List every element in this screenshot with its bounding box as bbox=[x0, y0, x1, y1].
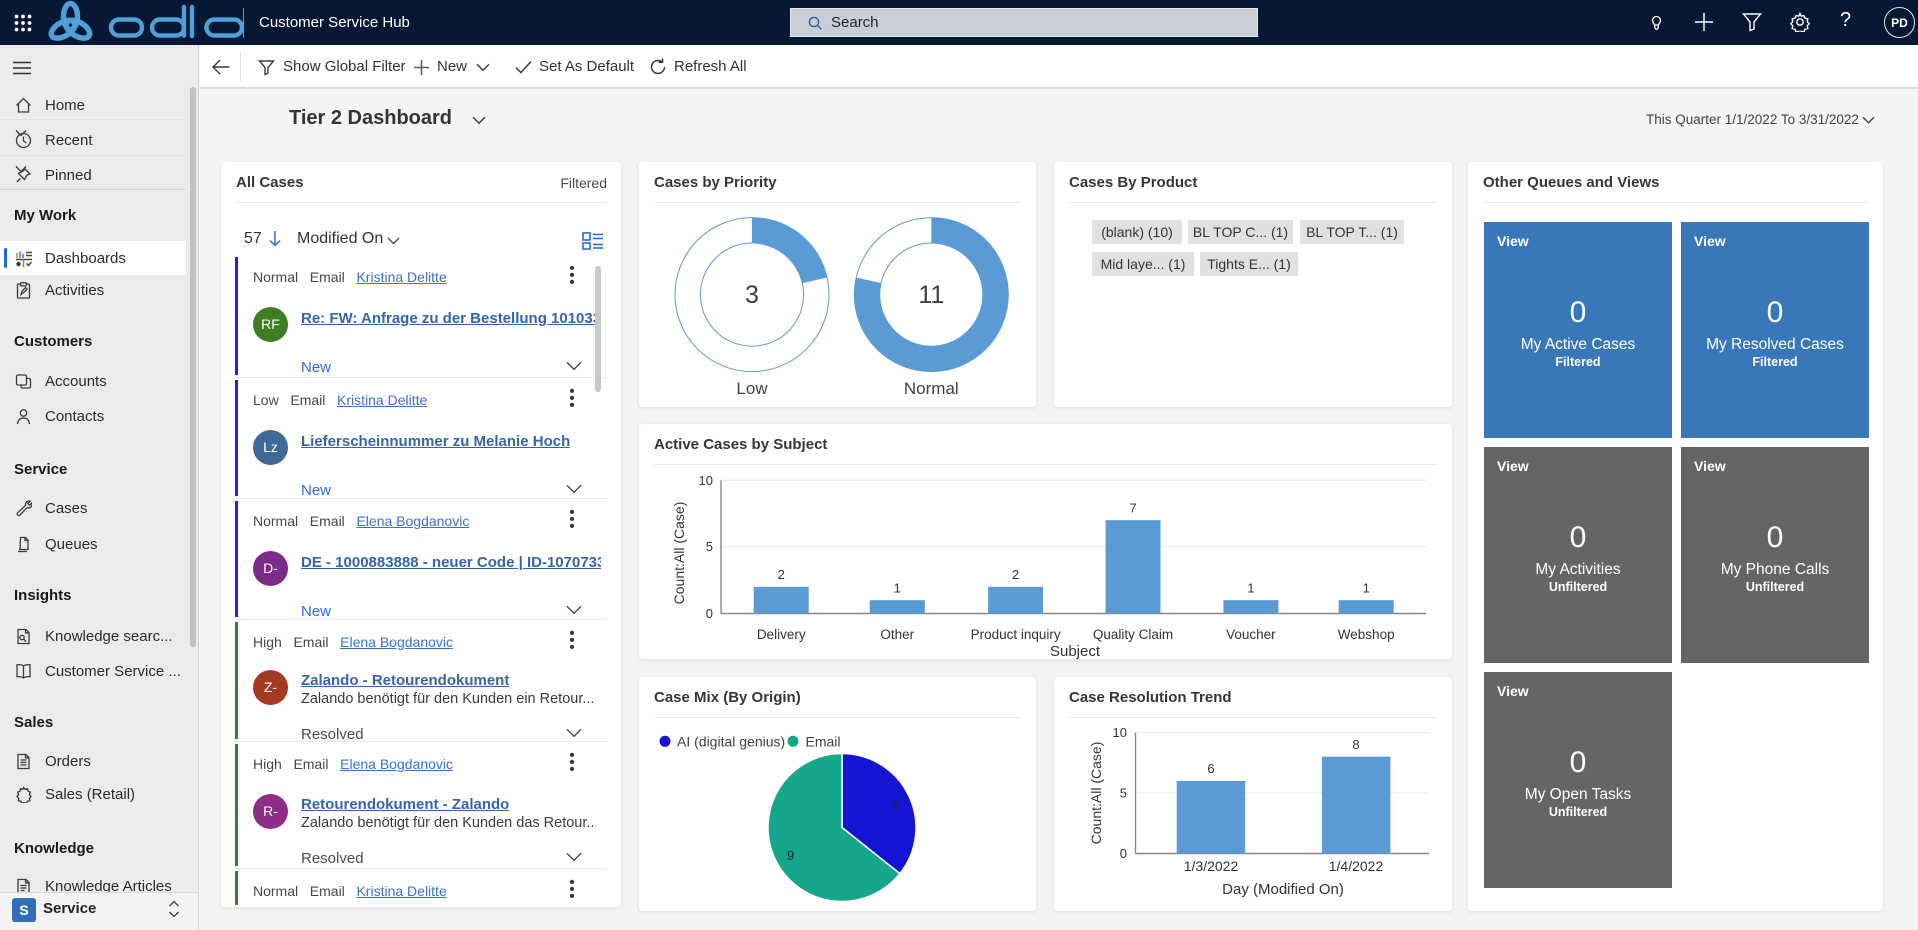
svg-text:Normal: Normal bbox=[904, 379, 959, 398]
svg-text:Voucher: Voucher bbox=[1226, 627, 1276, 642]
svg-text:Email: Email bbox=[806, 734, 841, 750]
svg-text:1/3/2022: 1/3/2022 bbox=[1184, 858, 1239, 874]
svg-text:9: 9 bbox=[787, 848, 794, 863]
svg-text:8: 8 bbox=[1352, 737, 1359, 752]
svg-text:6: 6 bbox=[1207, 761, 1214, 776]
svg-text:Product inquiry: Product inquiry bbox=[971, 627, 1061, 642]
svg-text:0: 0 bbox=[706, 606, 713, 621]
svg-text:10: 10 bbox=[699, 473, 713, 488]
svg-text:7: 7 bbox=[1129, 501, 1136, 516]
svg-text:10: 10 bbox=[1113, 725, 1127, 740]
svg-text:AI (digital genius): AI (digital genius) bbox=[677, 734, 785, 750]
svg-text:1: 1 bbox=[1363, 581, 1370, 596]
svg-text:1: 1 bbox=[894, 581, 901, 596]
svg-text:Webshop: Webshop bbox=[1338, 627, 1395, 642]
svg-text:5: 5 bbox=[1120, 786, 1127, 801]
svg-text:Other: Other bbox=[880, 627, 914, 642]
svg-text:2: 2 bbox=[778, 567, 785, 582]
svg-text:5: 5 bbox=[706, 539, 713, 554]
svg-text:3: 3 bbox=[745, 281, 759, 309]
svg-text:Day (Modified On): Day (Modified On) bbox=[1222, 881, 1344, 898]
svg-text:Delivery: Delivery bbox=[757, 627, 806, 642]
svg-text:Quality Claim: Quality Claim bbox=[1093, 627, 1173, 642]
svg-text:1: 1 bbox=[1247, 581, 1254, 596]
svg-text:1/4/2022: 1/4/2022 bbox=[1329, 858, 1384, 874]
svg-text:2: 2 bbox=[1012, 567, 1019, 582]
svg-text:Low: Low bbox=[736, 379, 768, 398]
svg-text:Count:All (Case): Count:All (Case) bbox=[671, 502, 687, 605]
svg-text:5: 5 bbox=[892, 798, 899, 813]
svg-text:Subject: Subject bbox=[1050, 643, 1101, 659]
svg-text:Count:All (Case): Count:All (Case) bbox=[1088, 742, 1104, 845]
svg-text:11: 11 bbox=[918, 281, 944, 309]
svg-text:0: 0 bbox=[1120, 846, 1127, 861]
